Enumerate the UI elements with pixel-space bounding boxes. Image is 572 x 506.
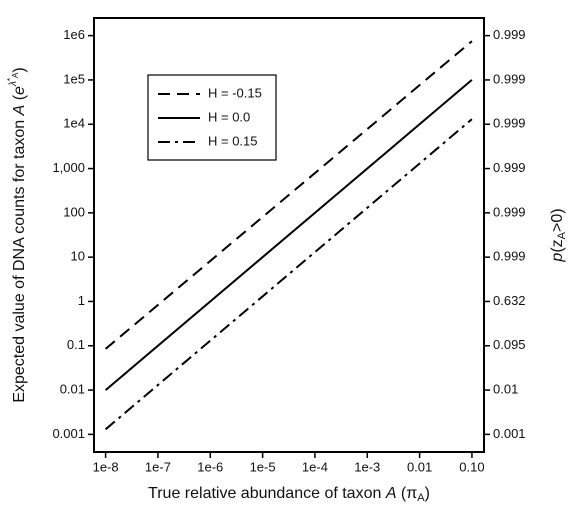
y2-tick-label: 0.632: [493, 293, 526, 308]
x-tick-label: 1e-4: [302, 459, 328, 474]
y-tick-label: 10: [71, 249, 85, 264]
y2-tick-label: 0.01: [493, 382, 518, 397]
y2-tick-label: 0.095: [493, 337, 526, 352]
x-tick-label: 0.01: [407, 459, 432, 474]
y-tick-label: 0.01: [60, 382, 85, 397]
y-tick-label: 1,000: [52, 160, 85, 175]
y2-tick-label: 0.999: [493, 116, 526, 131]
y-tick-label: 1e5: [63, 71, 85, 86]
x-axis-title: True relative abundance of taxon A (πA): [148, 485, 430, 504]
x-tick-label: 1e-5: [250, 459, 276, 474]
y-tick-label: 100: [63, 204, 85, 219]
series-line: [104, 118, 473, 431]
x-tick-label: 1e-6: [197, 459, 223, 474]
x-tick-label: 1e-8: [93, 459, 119, 474]
x-tick-label: 0.10: [459, 459, 484, 474]
y2-tick-label: 0.999: [493, 160, 526, 175]
x-tick-label: 1e-7: [145, 459, 171, 474]
y-tick-label: 1e6: [63, 27, 85, 42]
y2-tick-label: 0.001: [493, 426, 526, 441]
series-line: [104, 40, 473, 350]
y2-tick-label: 0.999: [493, 71, 526, 86]
legend-label: H = 0.15: [208, 133, 258, 148]
y2-axis-title: p(zA>0): [549, 208, 568, 262]
y2-tick-label: 0.999: [493, 249, 526, 264]
plot-frame: [93, 17, 485, 453]
y2-tick-label: 0.999: [493, 204, 526, 219]
y-tick-label: 0.1: [67, 337, 85, 352]
y-tick-label: 1: [78, 293, 85, 308]
series-line: [104, 79, 473, 391]
x-tick-label: 1e-3: [354, 459, 380, 474]
y2-tick-label: 0.999: [493, 27, 526, 42]
y-tick-label: 1e4: [63, 116, 85, 131]
y-axis-title: Expected value of DNA counts for taxon A…: [6, 67, 28, 402]
y-tick-label: 0.001: [52, 426, 85, 441]
legend-label: H = -0.15: [208, 85, 262, 100]
legend-label: H = 0.0: [208, 109, 250, 124]
